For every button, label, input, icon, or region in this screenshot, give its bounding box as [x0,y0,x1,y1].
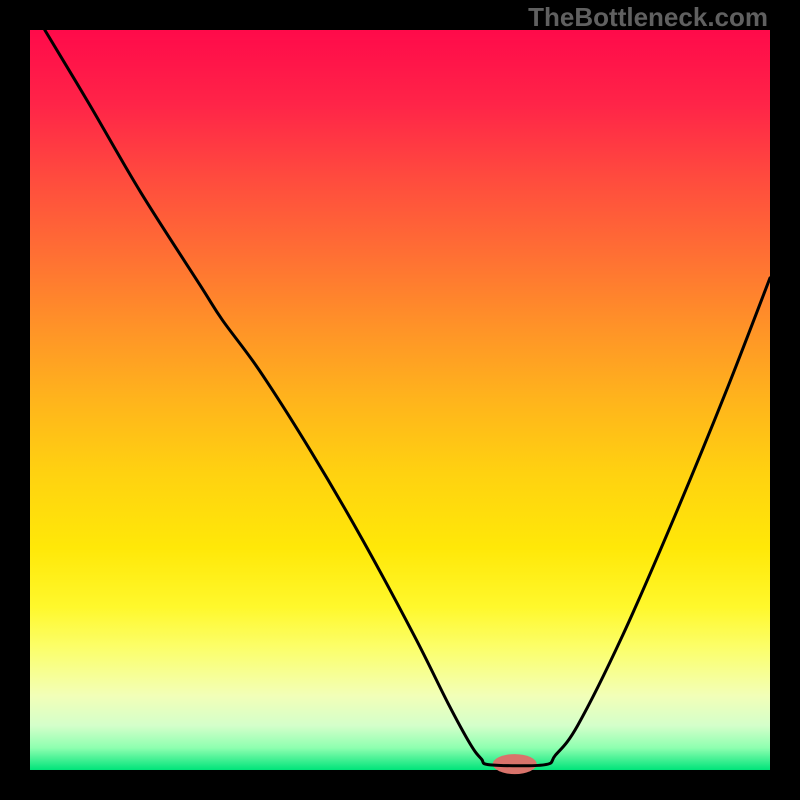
heat-gradient-area [30,30,770,770]
watermark-text: TheBottleneck.com [528,2,768,33]
bottleneck-chart [0,0,800,800]
